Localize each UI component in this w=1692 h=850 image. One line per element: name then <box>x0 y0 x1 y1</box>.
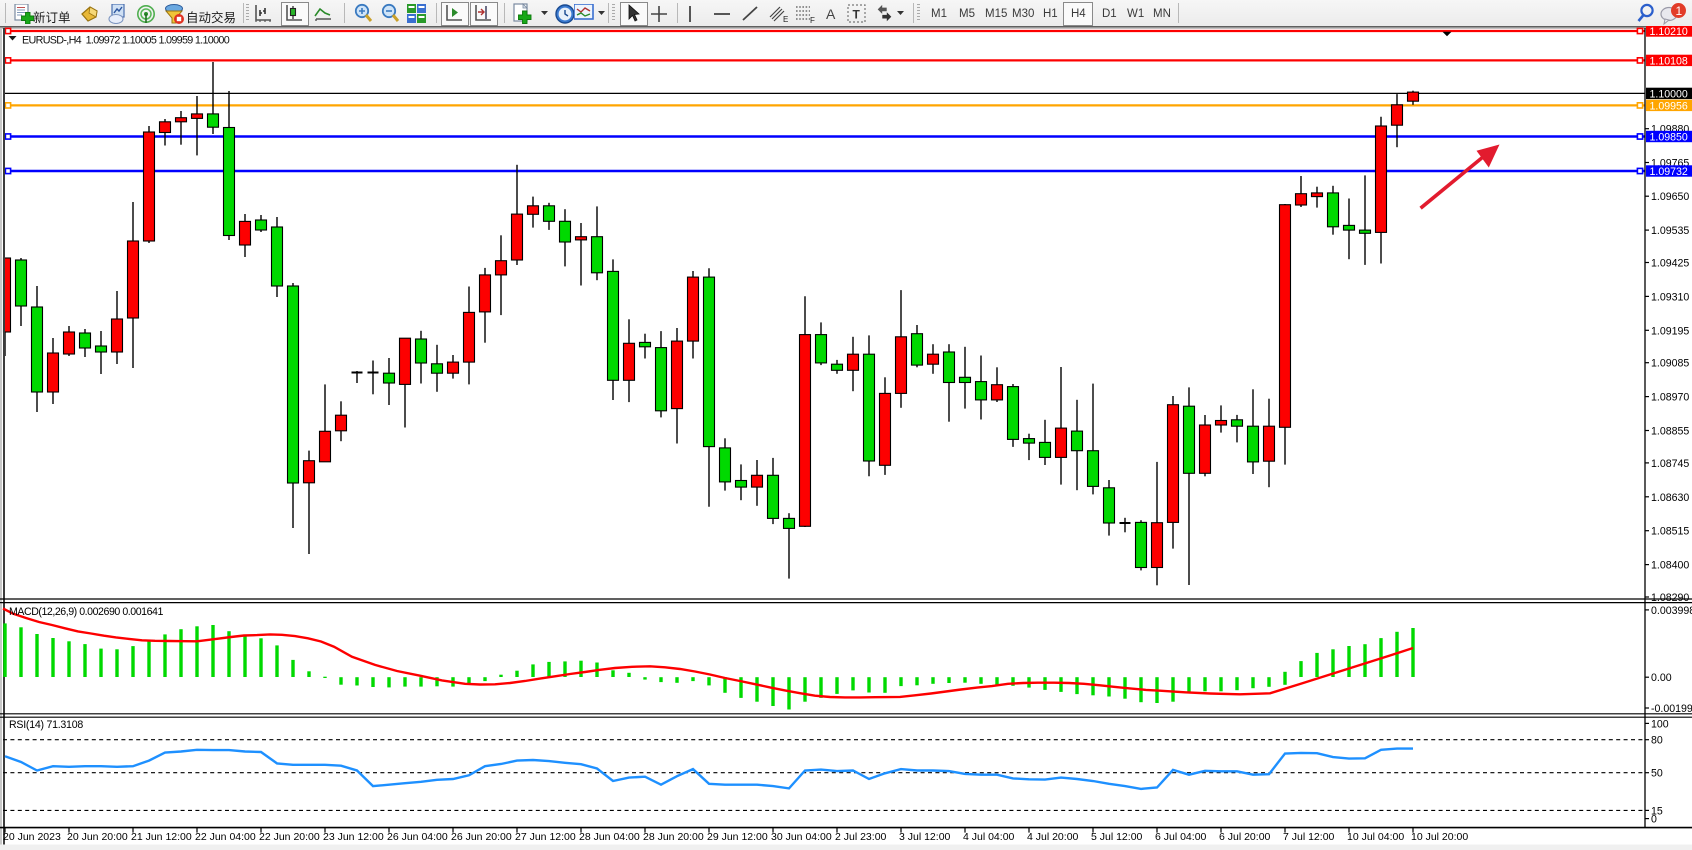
svg-text:26 Jun 04:00: 26 Jun 04:00 <box>387 831 448 843</box>
svg-text:7 Jul 12:00: 7 Jul 12:00 <box>1283 831 1335 843</box>
svg-text:6 Jul 20:00: 6 Jul 20:00 <box>1219 831 1271 843</box>
svg-text:E: E <box>783 15 788 24</box>
svg-text:1.09085: 1.09085 <box>1651 358 1689 370</box>
svg-text:1.09195: 1.09195 <box>1651 325 1689 337</box>
svg-text:80: 80 <box>1651 735 1663 747</box>
svg-text:28 Jun 04:00: 28 Jun 04:00 <box>579 831 640 843</box>
svg-text:0.00: 0.00 <box>1651 672 1672 684</box>
svg-text:3 Jul 12:00: 3 Jul 12:00 <box>899 831 951 843</box>
svg-text:1.10210: 1.10210 <box>1650 26 1688 38</box>
svg-text:0: 0 <box>1651 814 1657 826</box>
svg-text:20 Jun 2023: 20 Jun 2023 <box>3 831 61 843</box>
svg-text:15: 15 <box>1651 805 1663 817</box>
svg-text:1.08630: 1.08630 <box>1651 492 1689 504</box>
svg-text:1.09850: 1.09850 <box>1650 132 1688 144</box>
svg-text:5 Jul 12:00: 5 Jul 12:00 <box>1091 831 1143 843</box>
svg-text:22 Jun 20:00: 22 Jun 20:00 <box>259 831 320 843</box>
svg-text:1.10108: 1.10108 <box>1650 55 1688 67</box>
svg-text:1.08855: 1.08855 <box>1651 426 1689 438</box>
svg-text:29 Jun 12:00: 29 Jun 12:00 <box>707 831 768 843</box>
svg-text:MACD(12,26,9) 0.002690 0.00164: MACD(12,26,9) 0.002690 0.001641 <box>9 606 163 618</box>
svg-text:1.08515: 1.08515 <box>1651 526 1689 538</box>
svg-text:1.08400: 1.08400 <box>1651 560 1689 572</box>
svg-text:50: 50 <box>1651 768 1663 780</box>
svg-text:T: T <box>853 8 861 22</box>
svg-text:0.003998: 0.003998 <box>1651 605 1692 617</box>
svg-text:1.08970: 1.08970 <box>1651 392 1689 404</box>
svg-text:4 Jul 04:00: 4 Jul 04:00 <box>963 831 1015 843</box>
svg-text:1.09956: 1.09956 <box>1650 100 1688 112</box>
svg-text:21 Jun 12:00: 21 Jun 12:00 <box>131 831 192 843</box>
svg-text:28 Jun 20:00: 28 Jun 20:00 <box>643 831 704 843</box>
svg-text:100: 100 <box>1651 718 1669 730</box>
svg-text:4 Jul 20:00: 4 Jul 20:00 <box>1027 831 1079 843</box>
svg-text:1.09310: 1.09310 <box>1651 291 1689 303</box>
svg-text:23 Jun 12:00: 23 Jun 12:00 <box>323 831 384 843</box>
svg-text:F: F <box>810 16 815 25</box>
svg-text:1.08745: 1.08745 <box>1651 458 1689 470</box>
svg-text:22 Jun 04:00: 22 Jun 04:00 <box>195 831 256 843</box>
svg-text:27 Jun 12:00: 27 Jun 12:00 <box>515 831 576 843</box>
svg-text:20 Jun 20:00: 20 Jun 20:00 <box>67 831 128 843</box>
svg-text:30 Jun 04:00: 30 Jun 04:00 <box>771 831 832 843</box>
svg-text:EURUSD-,H4 1.09972 1.10005 1.: EURUSD-,H4 1.09972 1.10005 1.09959 1.100… <box>22 35 230 47</box>
svg-text:RSI(14) 71.3108: RSI(14) 71.3108 <box>9 719 83 731</box>
svg-text:1.08290: 1.08290 <box>1651 592 1689 604</box>
svg-text:26 Jun 20:00: 26 Jun 20:00 <box>451 831 512 843</box>
svg-text:1.09535: 1.09535 <box>1651 225 1689 237</box>
svg-text:1.09732: 1.09732 <box>1650 166 1688 178</box>
svg-text:2 Jul 23:00: 2 Jul 23:00 <box>835 831 887 843</box>
svg-text:1.10000: 1.10000 <box>1650 88 1688 100</box>
svg-text:1.09425: 1.09425 <box>1651 258 1689 270</box>
svg-text:6 Jul 04:00: 6 Jul 04:00 <box>1155 831 1207 843</box>
svg-text:1.09650: 1.09650 <box>1651 191 1689 203</box>
svg-text:10 Jul 04:00: 10 Jul 04:00 <box>1347 831 1404 843</box>
svg-text:10 Jul 20:00: 10 Jul 20:00 <box>1411 831 1468 843</box>
svg-text:-0.001992: -0.001992 <box>1651 703 1692 715</box>
